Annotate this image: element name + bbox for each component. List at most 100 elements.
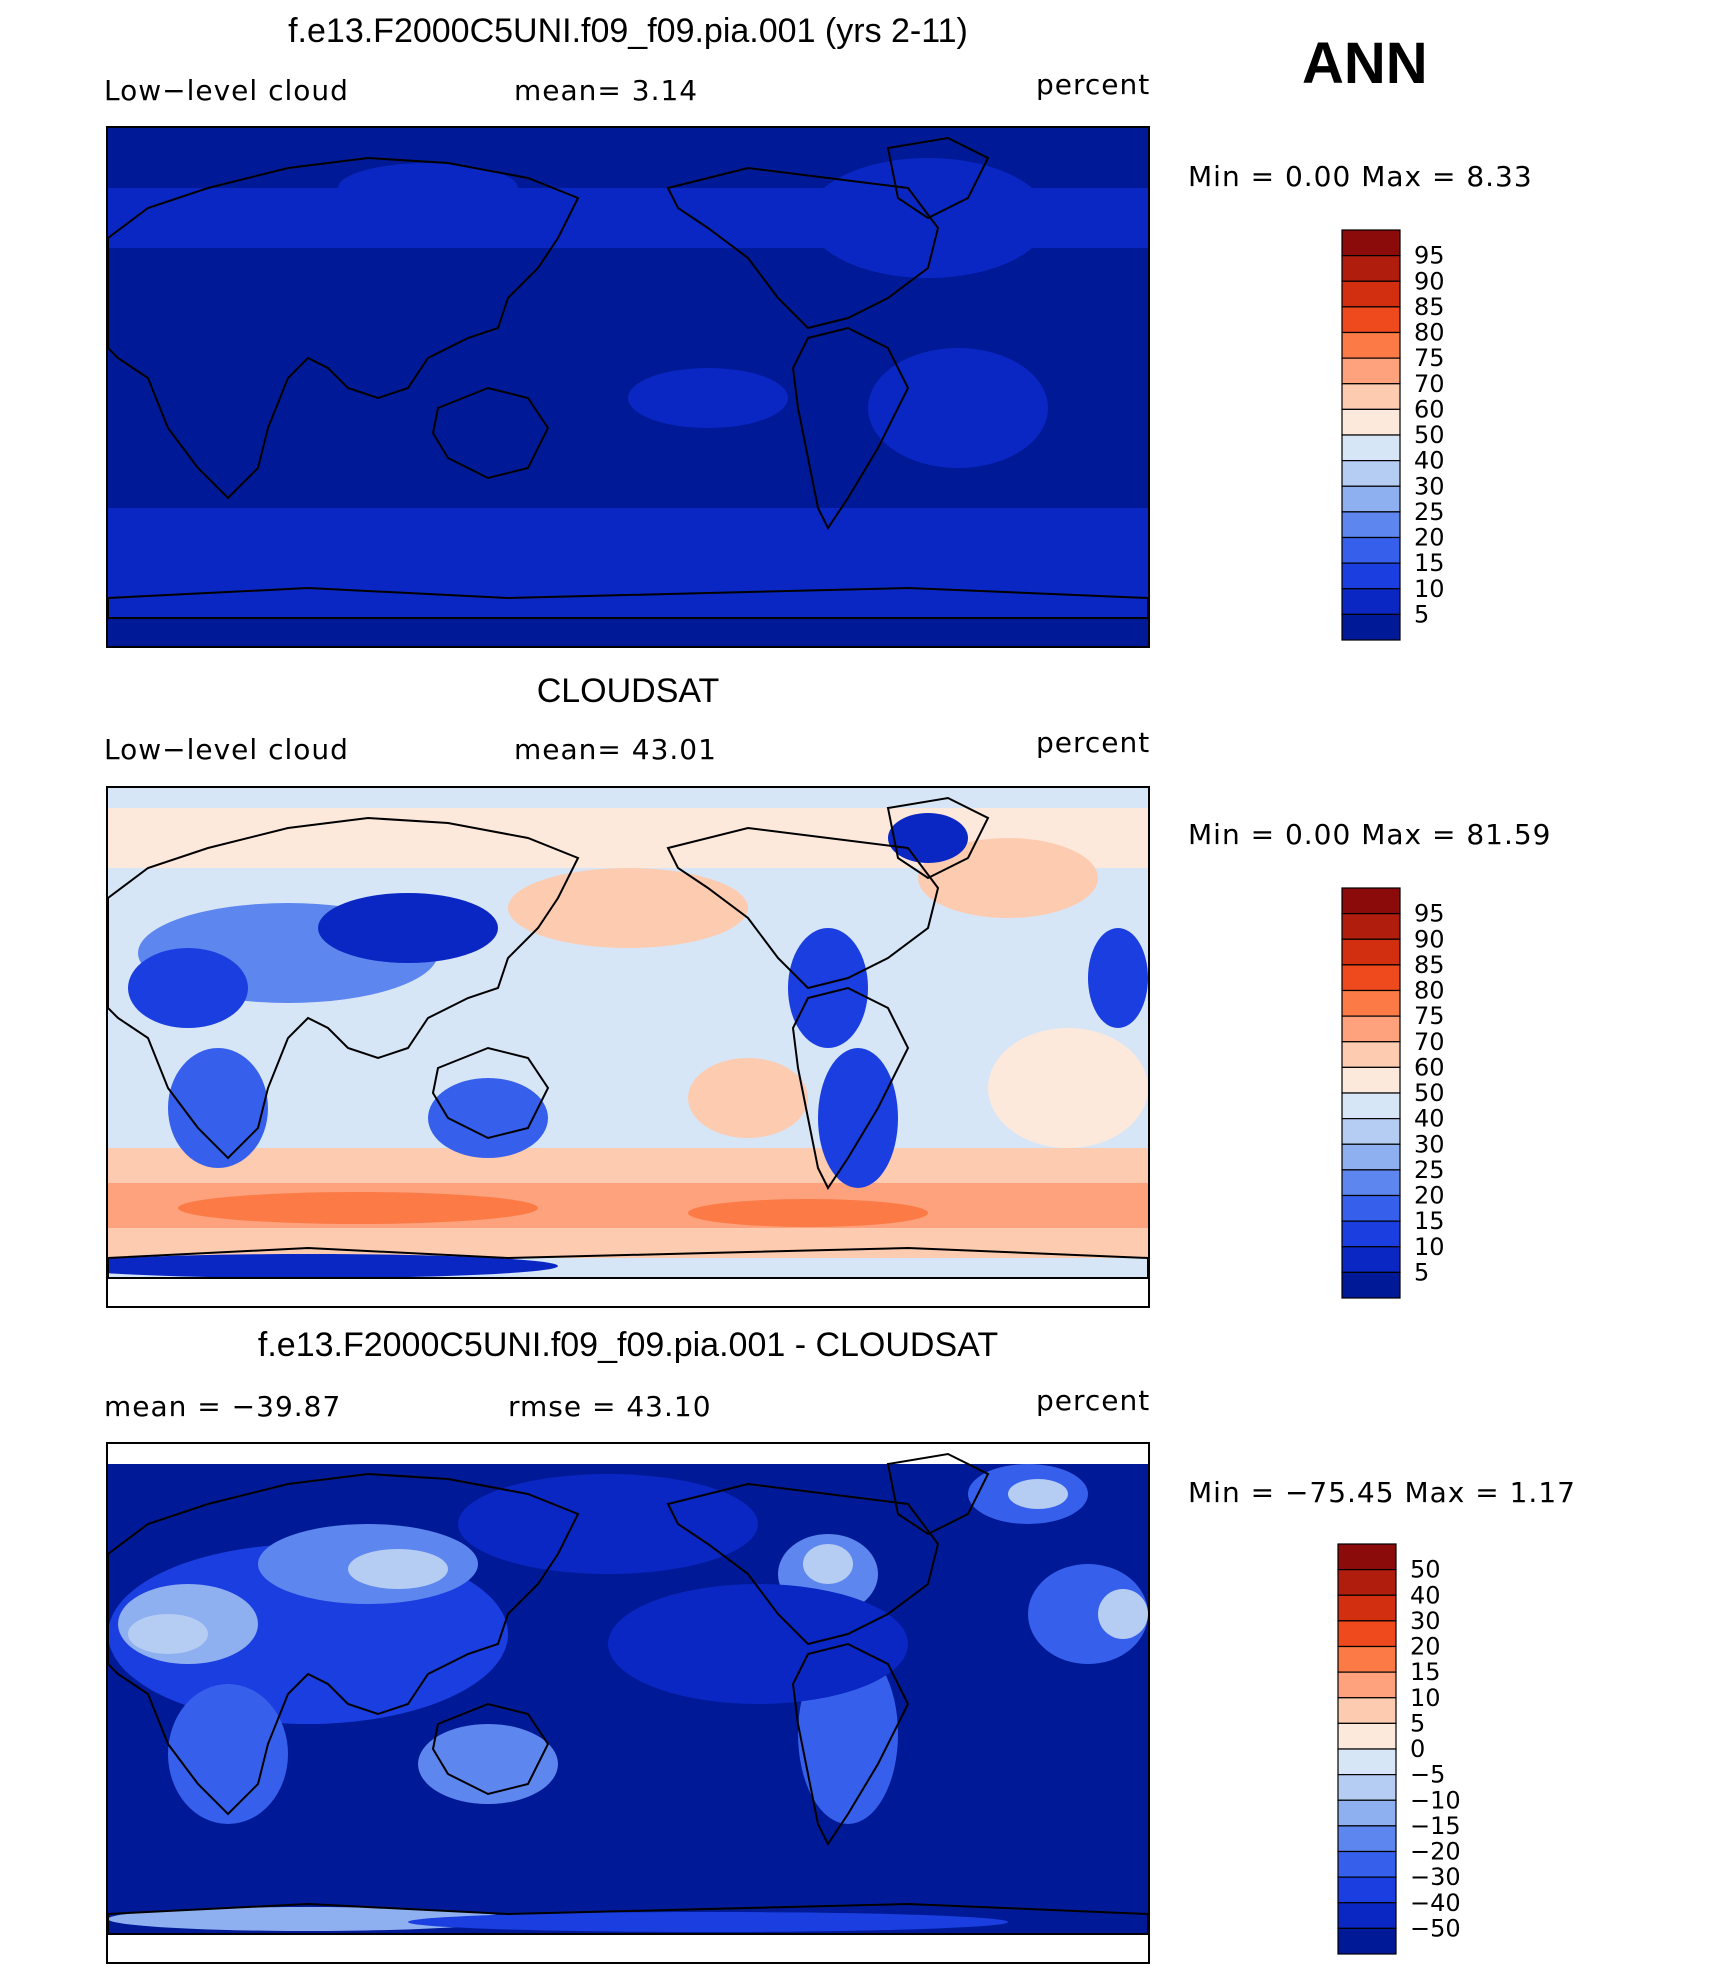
colorbar-box <box>1341 1220 1401 1248</box>
field-contour <box>318 893 498 963</box>
field-contour <box>408 1912 1008 1932</box>
coastline <box>431 386 550 480</box>
colorbar-box <box>1341 357 1401 385</box>
colorbar-tick-label: 5 <box>1414 600 1429 628</box>
colorbar-box <box>1341 887 1401 915</box>
panel-1-units-label: percent <box>1036 68 1151 101</box>
field-contour <box>348 1549 448 1589</box>
colorbar-box <box>1341 964 1401 992</box>
panel-1-mean-label: mean= 3.14 <box>514 74 699 107</box>
colorbar-tick-label: 15 <box>1414 1207 1445 1235</box>
field-contour <box>918 838 1098 918</box>
colorbar-tick-label: 70 <box>1414 1028 1445 1056</box>
colorbar-tick-label: 30 <box>1410 1607 1441 1635</box>
field-contour <box>868 348 1048 468</box>
panel-3-map <box>106 1442 1150 1964</box>
colorbar-box <box>1341 913 1401 940</box>
colorbar-tick-label: 20 <box>1414 1182 1445 1210</box>
colorbar-tick-label: 40 <box>1410 1581 1441 1609</box>
colorbar-tick-label: 80 <box>1414 319 1445 347</box>
field-contour <box>818 1048 898 1188</box>
field-contour <box>418 1724 558 1804</box>
colorbar-box <box>1341 1246 1401 1273</box>
field-contour <box>1098 1589 1148 1639</box>
coastline <box>431 1046 550 1140</box>
colorbar-tick-label: −50 <box>1410 1914 1461 1942</box>
field-contour <box>888 813 968 863</box>
colorbar-box <box>1337 1850 1397 1878</box>
colorbar-tick-label: 10 <box>1414 1233 1445 1261</box>
colorbar-tick-label: 10 <box>1410 1684 1441 1712</box>
panel-2-title: CLOUDSAT <box>536 672 720 710</box>
colorbar-tick-label: 70 <box>1414 370 1445 398</box>
field-contour <box>1028 1564 1148 1664</box>
colorbar-tick-label: 50 <box>1414 421 1445 449</box>
colorbar-box <box>1341 1041 1401 1068</box>
coastline <box>108 1472 580 1816</box>
field-contour <box>988 1028 1148 1148</box>
coastline <box>886 1452 990 1536</box>
colorbar-box <box>1337 1748 1397 1776</box>
colorbar-tick-label: 30 <box>1414 1130 1445 1158</box>
panel-2-map-svg <box>108 788 1148 1306</box>
colorbar-box <box>1341 1092 1401 1120</box>
colorbar-box <box>1341 460 1401 487</box>
colorbar-box <box>1337 1774 1397 1801</box>
colorbar-tick-label: 90 <box>1414 267 1445 295</box>
colorbar-tick-label: 50 <box>1414 1079 1445 1107</box>
field-missing <box>108 1278 1148 1306</box>
field-contour <box>508 868 748 948</box>
colorbar-box <box>1337 1825 1397 1853</box>
field-contour <box>688 1058 808 1138</box>
coastline <box>108 1246 1148 1279</box>
colorbar-box <box>1341 1169 1401 1197</box>
colorbar-box <box>1337 1594 1397 1622</box>
colorbar-box <box>1341 331 1401 359</box>
coastline <box>431 1702 550 1796</box>
colorbar-box <box>1337 1569 1397 1596</box>
coastline <box>791 1642 910 1846</box>
coastline <box>886 136 990 220</box>
field-contour <box>128 1614 208 1654</box>
colorbar-box <box>1341 383 1401 410</box>
colorbar-tick-label: 5 <box>1414 1258 1429 1286</box>
coastline <box>886 796 990 880</box>
field-contour <box>338 163 518 213</box>
colorbar-tick-label: 75 <box>1414 344 1445 372</box>
colorbar-box <box>1341 989 1401 1017</box>
colorbar-box <box>1341 1118 1401 1145</box>
colorbar-tick-label: 90 <box>1414 925 1445 953</box>
colorbar-box <box>1341 1143 1401 1171</box>
colorbar-tick-label: 95 <box>1414 900 1445 928</box>
panel-1-title: f.e13.F2000C5UNI.f09_f09.pia.001 (yrs 2-… <box>288 12 968 50</box>
colorbar-box <box>1337 1722 1397 1750</box>
field-contour <box>688 1199 928 1227</box>
field-contour <box>1008 1479 1068 1509</box>
coastline <box>108 1902 1148 1935</box>
colorbar-tick-label: 80 <box>1414 977 1445 1005</box>
coastline <box>108 586 1148 619</box>
panel-3-left-label: mean = −39.87 <box>104 1390 342 1423</box>
field-contour <box>168 1048 268 1168</box>
colorbar-box <box>1341 408 1401 436</box>
colorbar-tick-label: 50 <box>1410 1556 1441 1584</box>
colorbar-box <box>1337 1799 1397 1827</box>
colorbar-tick-label: 30 <box>1414 472 1445 500</box>
colorbar-tick-label: 20 <box>1410 1633 1441 1661</box>
colorbar-box <box>1337 1876 1397 1904</box>
field-contour <box>108 1907 508 1931</box>
coastline <box>791 986 910 1190</box>
colorbar-box <box>1337 1902 1397 1929</box>
field-band-south <box>108 508 1148 618</box>
field-contour <box>1088 928 1148 1028</box>
colorbar-tick-label: −10 <box>1410 1786 1461 1814</box>
panel-2-mean-label: mean= 43.01 <box>514 733 717 766</box>
colorbar-box <box>1341 434 1401 462</box>
colorbar-box <box>1337 1645 1397 1673</box>
panel-2-left-label: Low−level cloud <box>104 733 349 766</box>
field-contour <box>608 1584 908 1704</box>
panel-2-min-max: Min = 0.00 Max = 81.59 <box>1188 818 1552 851</box>
colorbar-tick-label: 15 <box>1410 1658 1441 1686</box>
colorbar-box <box>1341 1194 1401 1222</box>
